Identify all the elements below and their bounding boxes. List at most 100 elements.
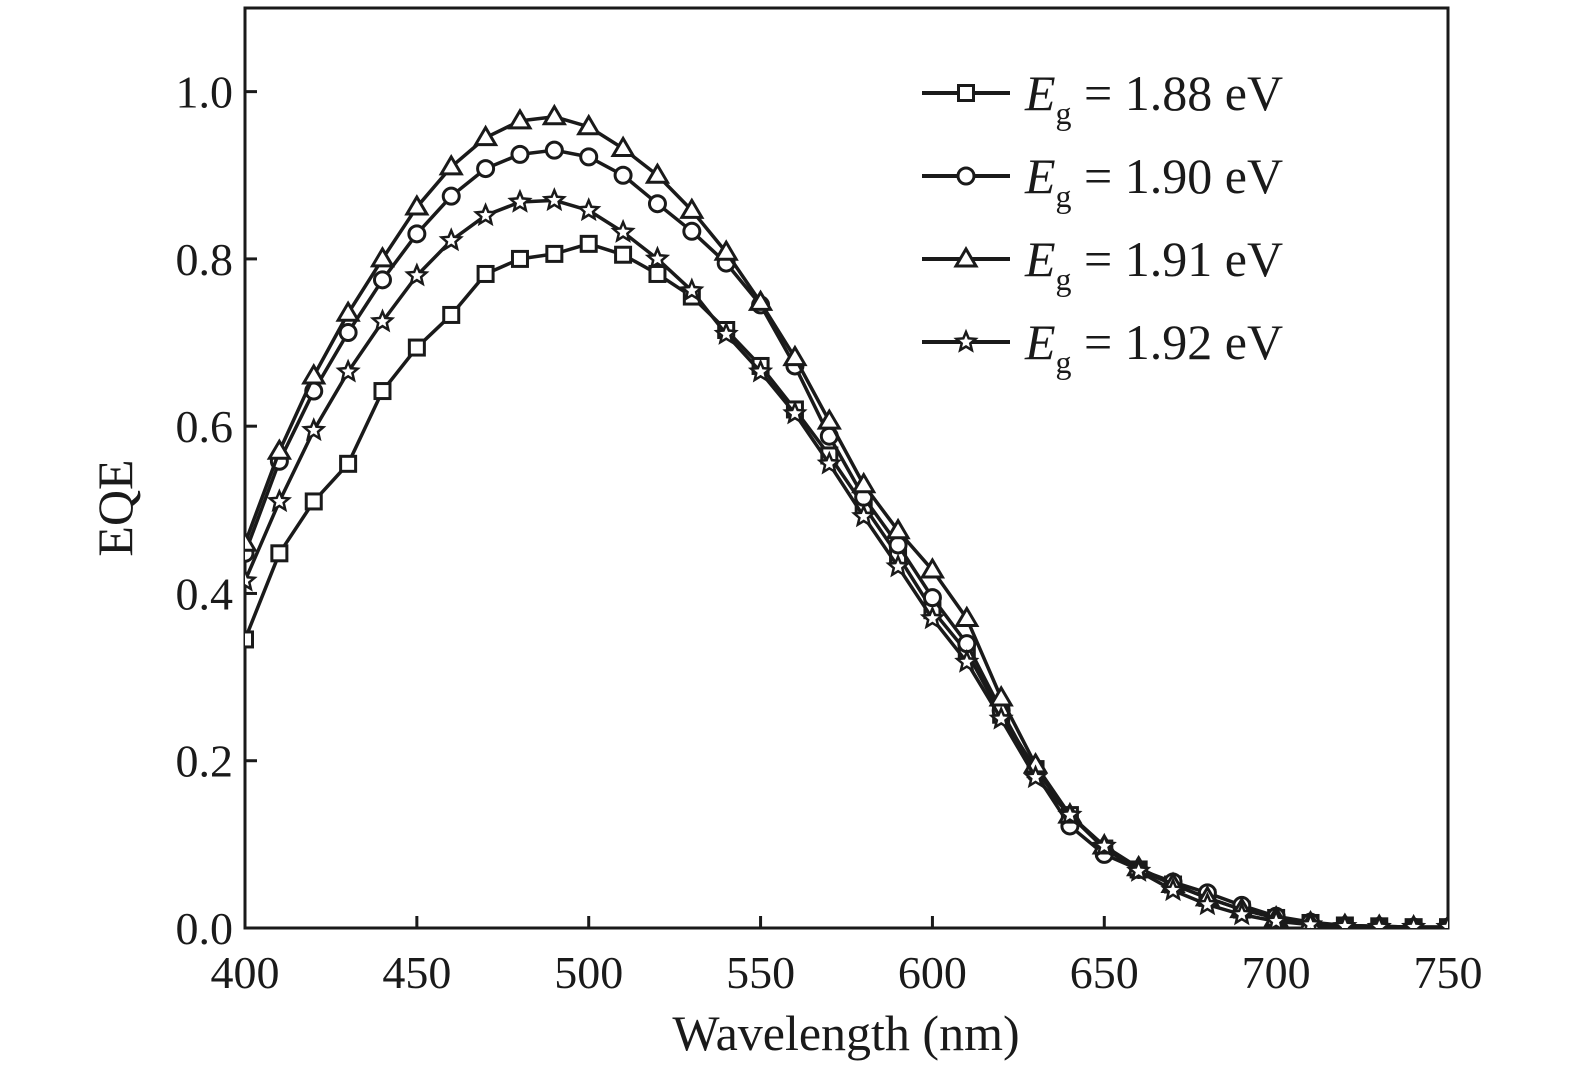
- x-tick-label: 650: [1070, 947, 1139, 998]
- data-point: [442, 305, 461, 324]
- data-point: [614, 245, 633, 264]
- data-point: [301, 417, 327, 442]
- data-point: [682, 221, 702, 241]
- data-point: [644, 245, 671, 270]
- x-tick-label: 450: [382, 947, 451, 998]
- data-point: [851, 503, 877, 528]
- ticks: 400 450 500 550 600 650 700 750 0.0 0.2 0.4 0.6 0.8 1…: [176, 67, 1483, 998]
- data-point: [954, 605, 980, 628]
- x-tick-label: 550: [726, 947, 795, 998]
- x-axis-title: Wavelength (nm): [672, 1005, 1019, 1061]
- data-point: [613, 165, 633, 185]
- data-point: [369, 308, 396, 333]
- legend-item: Eg = 1.88 eV: [922, 65, 1283, 131]
- x-tick-label: 700: [1242, 947, 1311, 998]
- data-point: [441, 186, 461, 206]
- legend-marker: [957, 84, 975, 102]
- data-point: [1435, 913, 1448, 928]
- data-point: [541, 187, 567, 212]
- data-point: [885, 517, 911, 540]
- data-point: [245, 567, 258, 592]
- data-point: [1057, 801, 1083, 826]
- data-point: [816, 450, 842, 475]
- y-tick-label: 0.2: [176, 736, 234, 787]
- data-point: [369, 245, 396, 268]
- y-tick-label: 0.8: [176, 234, 234, 285]
- data-point: [1297, 911, 1324, 928]
- data-point: [270, 544, 289, 563]
- data-point: [782, 400, 808, 425]
- data-point: [1401, 913, 1427, 928]
- data-point: [510, 249, 529, 268]
- data-point: [304, 492, 323, 511]
- data-point: [335, 300, 361, 322]
- data-point: [507, 107, 533, 130]
- data-point: [782, 344, 808, 367]
- data-point: [245, 630, 254, 649]
- data-point: [438, 153, 464, 176]
- data-point: [339, 454, 358, 473]
- data-point: [245, 530, 258, 552]
- data-point: [1091, 832, 1117, 857]
- data-point: [919, 557, 946, 579]
- data-point: [404, 262, 430, 287]
- data-point: [576, 113, 602, 136]
- x-tick-label: 500: [554, 947, 623, 998]
- legend-marker: [956, 166, 976, 186]
- data-point: [579, 147, 599, 167]
- data-point: [407, 338, 426, 357]
- series: [245, 103, 1448, 928]
- x-tick-label: 400: [211, 947, 280, 998]
- legend-label: Eg = 1.91 eV: [1024, 231, 1283, 297]
- data-point: [407, 224, 427, 244]
- y-tick-label: 0.0: [176, 903, 234, 954]
- legend-item: Eg = 1.91 eV: [922, 231, 1283, 297]
- legend-label: Eg = 1.88 eV: [1024, 65, 1283, 131]
- data-point: [476, 264, 495, 283]
- data-point: [747, 358, 774, 383]
- legend-item: Eg = 1.90 eV: [922, 148, 1283, 214]
- data-point: [851, 471, 877, 494]
- data-point: [507, 188, 533, 213]
- data-point: [954, 648, 980, 673]
- data-point: [1160, 877, 1186, 902]
- legend-label: Eg = 1.92 eV: [1024, 314, 1283, 380]
- data-point: [544, 140, 564, 160]
- data-point: [1229, 901, 1255, 926]
- data-point: [472, 202, 499, 227]
- data-point: [713, 320, 739, 345]
- data-point: [1366, 913, 1392, 928]
- x-tick-label: 600: [898, 947, 967, 998]
- x-tick-label: 750: [1414, 947, 1483, 998]
- data-point: [1332, 913, 1358, 928]
- data-point: [266, 438, 292, 460]
- data-point: [610, 218, 636, 243]
- series-star: [245, 187, 1448, 928]
- data-point: [545, 244, 564, 263]
- data-point: [576, 197, 602, 222]
- data-point: [1263, 908, 1289, 928]
- data-point: [988, 685, 1014, 707]
- data-point: [816, 408, 842, 430]
- y-tick-label: 0.4: [176, 568, 234, 619]
- legend-marker: [953, 246, 979, 268]
- data-point: [988, 705, 1014, 730]
- data-point: [713, 239, 739, 261]
- data-point: [647, 194, 667, 214]
- data-point: [338, 323, 358, 343]
- data-point: [541, 103, 567, 126]
- data-point: [648, 264, 667, 283]
- data-point: [579, 234, 598, 253]
- data-point: [1022, 764, 1049, 789]
- legend-label: Eg = 1.90 eV: [1024, 148, 1283, 214]
- data-point: [1194, 891, 1221, 916]
- data-point: [438, 227, 464, 252]
- legend-marker: [953, 328, 979, 353]
- data-point: [922, 588, 942, 608]
- data-point: [679, 197, 705, 219]
- data-point: [404, 194, 430, 216]
- plot-frame: [243, 6, 1450, 930]
- data-point: [476, 159, 496, 179]
- series-line: [245, 198, 1448, 928]
